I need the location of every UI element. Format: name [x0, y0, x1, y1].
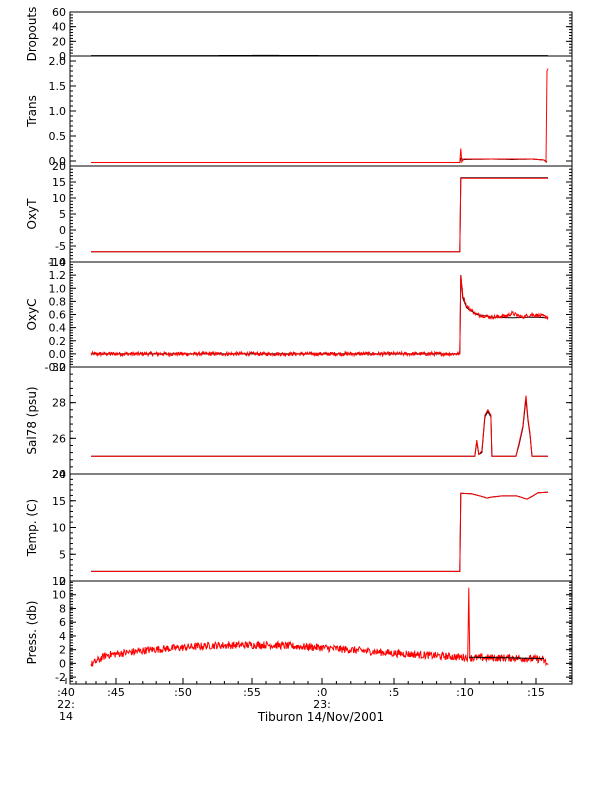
y-tick-label: 28: [52, 397, 66, 410]
panel-frame: [69, 473, 573, 582]
y-tick-label: 0.0: [49, 348, 67, 361]
x-tick-label: :40: [57, 686, 75, 699]
x-tick-day-label: 14: [59, 710, 73, 723]
series-line-2: [91, 68, 549, 164]
y-tick-label: 2.0: [49, 55, 67, 68]
series-line-2: [91, 491, 548, 572]
x-axis: :40 :45 :50 :55 :0 :5 :10 :15 22:14 23:Tiburon 14…: [57, 678, 545, 724]
x-tick-label: :0: [317, 686, 328, 699]
y-tick-label: 15: [52, 176, 66, 189]
y-tick-label: -10: [48, 256, 66, 269]
panel-frame: [69, 55, 573, 167]
y-tick-label: 1.0: [49, 105, 67, 118]
y-tick-label: 10: [52, 522, 66, 535]
y-tick-label: 0.8: [49, 295, 67, 308]
series-line-2: [90, 275, 549, 358]
y-tick-label: 0.4: [49, 322, 67, 335]
y-tick-label: 60: [52, 6, 66, 19]
x-tick-label: :5: [389, 686, 400, 699]
series-line-1: [90, 587, 549, 667]
y-tick-label: 0: [59, 657, 66, 670]
panel-frame: [69, 366, 573, 475]
panel-frame: [69, 580, 573, 685]
y-tick-label: 0.5: [49, 130, 67, 143]
panel-frame: [69, 261, 573, 368]
x-tick-hour-label: 23:: [313, 698, 331, 711]
y-axis-label: Temp. (C): [25, 499, 39, 557]
y-tick-label: 15: [52, 495, 66, 508]
y-tick-label: 5: [59, 548, 66, 561]
y-tick-label: 10: [52, 589, 66, 602]
panel-5: 30 28 26 24 Sal78 (psu): [25, 361, 573, 481]
y-tick-label: 8: [59, 602, 66, 615]
x-axis-label: Tiburon 14/Nov/2001: [257, 710, 384, 724]
y-axis-label: Press. (db): [25, 601, 39, 665]
y-tick-label: 40: [52, 21, 66, 34]
x-tick-label: :10: [456, 686, 474, 699]
y-tick-label: 0.6: [49, 309, 67, 322]
y-axis-label: OxyT: [25, 198, 39, 230]
y-axis-label: Dropouts: [25, 7, 39, 62]
panel-4: 1.41.21.00.80.60.40.20.0-0.2 OxyC: [25, 256, 573, 374]
series-line-1: [91, 275, 549, 355]
y-tick-label: 1.4: [49, 256, 67, 269]
x-tick-hour-label: 22:: [57, 698, 75, 711]
y-tick-label: 30: [52, 361, 66, 374]
y-tick-label: 12: [52, 575, 66, 588]
y-tick-label: 20: [52, 35, 66, 48]
y-tick-label: 20: [52, 468, 66, 481]
y-tick-label: 0.0: [49, 155, 67, 168]
y-tick-label: 2: [59, 644, 66, 657]
series-line-1: [91, 399, 548, 457]
y-tick-label: 6: [59, 616, 66, 629]
y-tick-label: -2: [55, 671, 66, 684]
panel-6: 20 15 10 5 0 Temp. (C): [25, 468, 573, 588]
x-tick-label: :15: [527, 686, 545, 699]
series-line-2: [468, 656, 544, 660]
y-tick-label: 24: [52, 468, 66, 481]
y-axis-label: Sal78 (psu): [25, 386, 39, 454]
y-tick-label: 0: [59, 224, 66, 237]
series-line-2: [91, 395, 548, 457]
y-tick-label: 0: [59, 575, 66, 588]
series-line-1: [91, 177, 548, 253]
y-tick-label: 0.2: [49, 335, 67, 348]
y-tick-label: -0.2: [45, 361, 66, 374]
x-tick-label: :45: [107, 686, 125, 699]
y-tick-label: 1.5: [49, 80, 67, 93]
y-tick-label: 20: [52, 160, 66, 173]
y-tick-label: 5: [59, 208, 66, 221]
y-axis-label: OxyC: [25, 298, 39, 330]
y-tick-label: 1.0: [49, 282, 67, 295]
panel-3: 20 15 10 5 0 -5 -10 OxyT: [25, 160, 573, 269]
x-tick-label: :55: [243, 686, 261, 699]
y-tick-label: 10: [52, 192, 66, 205]
y-tick-label: 4: [59, 630, 66, 643]
series-line-1: [91, 491, 548, 572]
y-tick-label: 1.2: [49, 269, 67, 282]
x-tick-label: :50: [174, 686, 192, 699]
y-tick-label: -5: [55, 240, 66, 253]
y-tick-label: 26: [52, 432, 66, 445]
y-tick-label: 0: [59, 50, 66, 63]
panel-2: 2.0 1.5 1.0 0.5 0.0 Trans: [25, 55, 573, 168]
panel-frame: [69, 11, 573, 57]
series-line-2: [91, 177, 548, 253]
panel-frame: [69, 165, 573, 263]
y-axis-label: Trans: [25, 95, 39, 128]
